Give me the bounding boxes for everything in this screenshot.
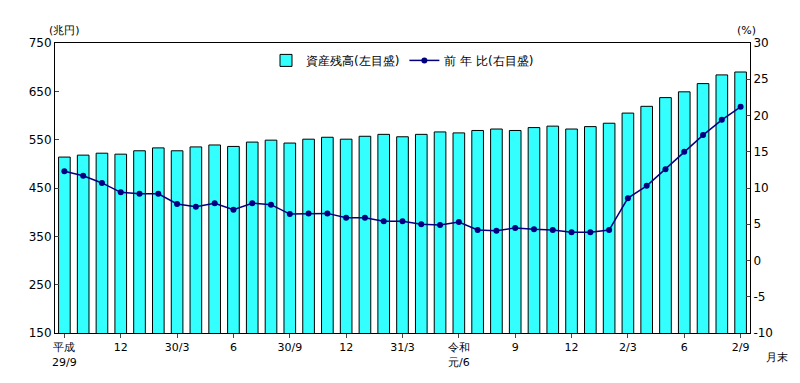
svg-text:550: 550	[29, 133, 52, 147]
svg-text:-10: -10	[753, 326, 773, 340]
svg-text:12: 12	[565, 341, 579, 354]
svg-text:0: 0	[753, 254, 761, 268]
svg-text:30/3: 30/3	[165, 341, 190, 354]
svg-text:150: 150	[29, 326, 52, 340]
svg-text:6: 6	[230, 341, 237, 354]
svg-text:月末: 月末	[766, 351, 788, 364]
svg-text:750: 750	[29, 36, 52, 50]
svg-text:資産残高(左目盛): 資産残高(左目盛)	[306, 54, 399, 68]
svg-text:450: 450	[29, 181, 52, 195]
svg-text:6: 6	[681, 341, 688, 354]
svg-text:前 年 比(右目盛): 前 年 比(右目盛)	[444, 54, 533, 68]
svg-text:平成29/9: 平成29/9	[52, 341, 77, 368]
svg-text:25: 25	[753, 72, 768, 86]
svg-text:-5: -5	[753, 290, 765, 304]
svg-text:2/9: 2/9	[732, 341, 750, 354]
svg-text:令和元/6: 令和元/6	[448, 341, 470, 368]
svg-text:20: 20	[753, 109, 768, 123]
svg-text:12: 12	[114, 341, 128, 354]
svg-text:(%): (%)	[737, 24, 756, 37]
svg-text:15: 15	[753, 145, 768, 159]
svg-text:650: 650	[29, 85, 52, 99]
svg-text:350: 350	[29, 230, 52, 244]
svg-text:5: 5	[753, 217, 761, 231]
svg-text:250: 250	[29, 278, 52, 292]
svg-text:(兆円): (兆円)	[49, 24, 80, 37]
svg-text:9: 9	[512, 341, 519, 354]
svg-text:10: 10	[753, 181, 768, 195]
svg-text:30/9: 30/9	[277, 341, 302, 354]
svg-text:12: 12	[339, 341, 353, 354]
svg-text:2/3: 2/3	[619, 341, 637, 354]
svg-text:31/3: 31/3	[390, 341, 415, 354]
svg-text:30: 30	[753, 36, 768, 50]
